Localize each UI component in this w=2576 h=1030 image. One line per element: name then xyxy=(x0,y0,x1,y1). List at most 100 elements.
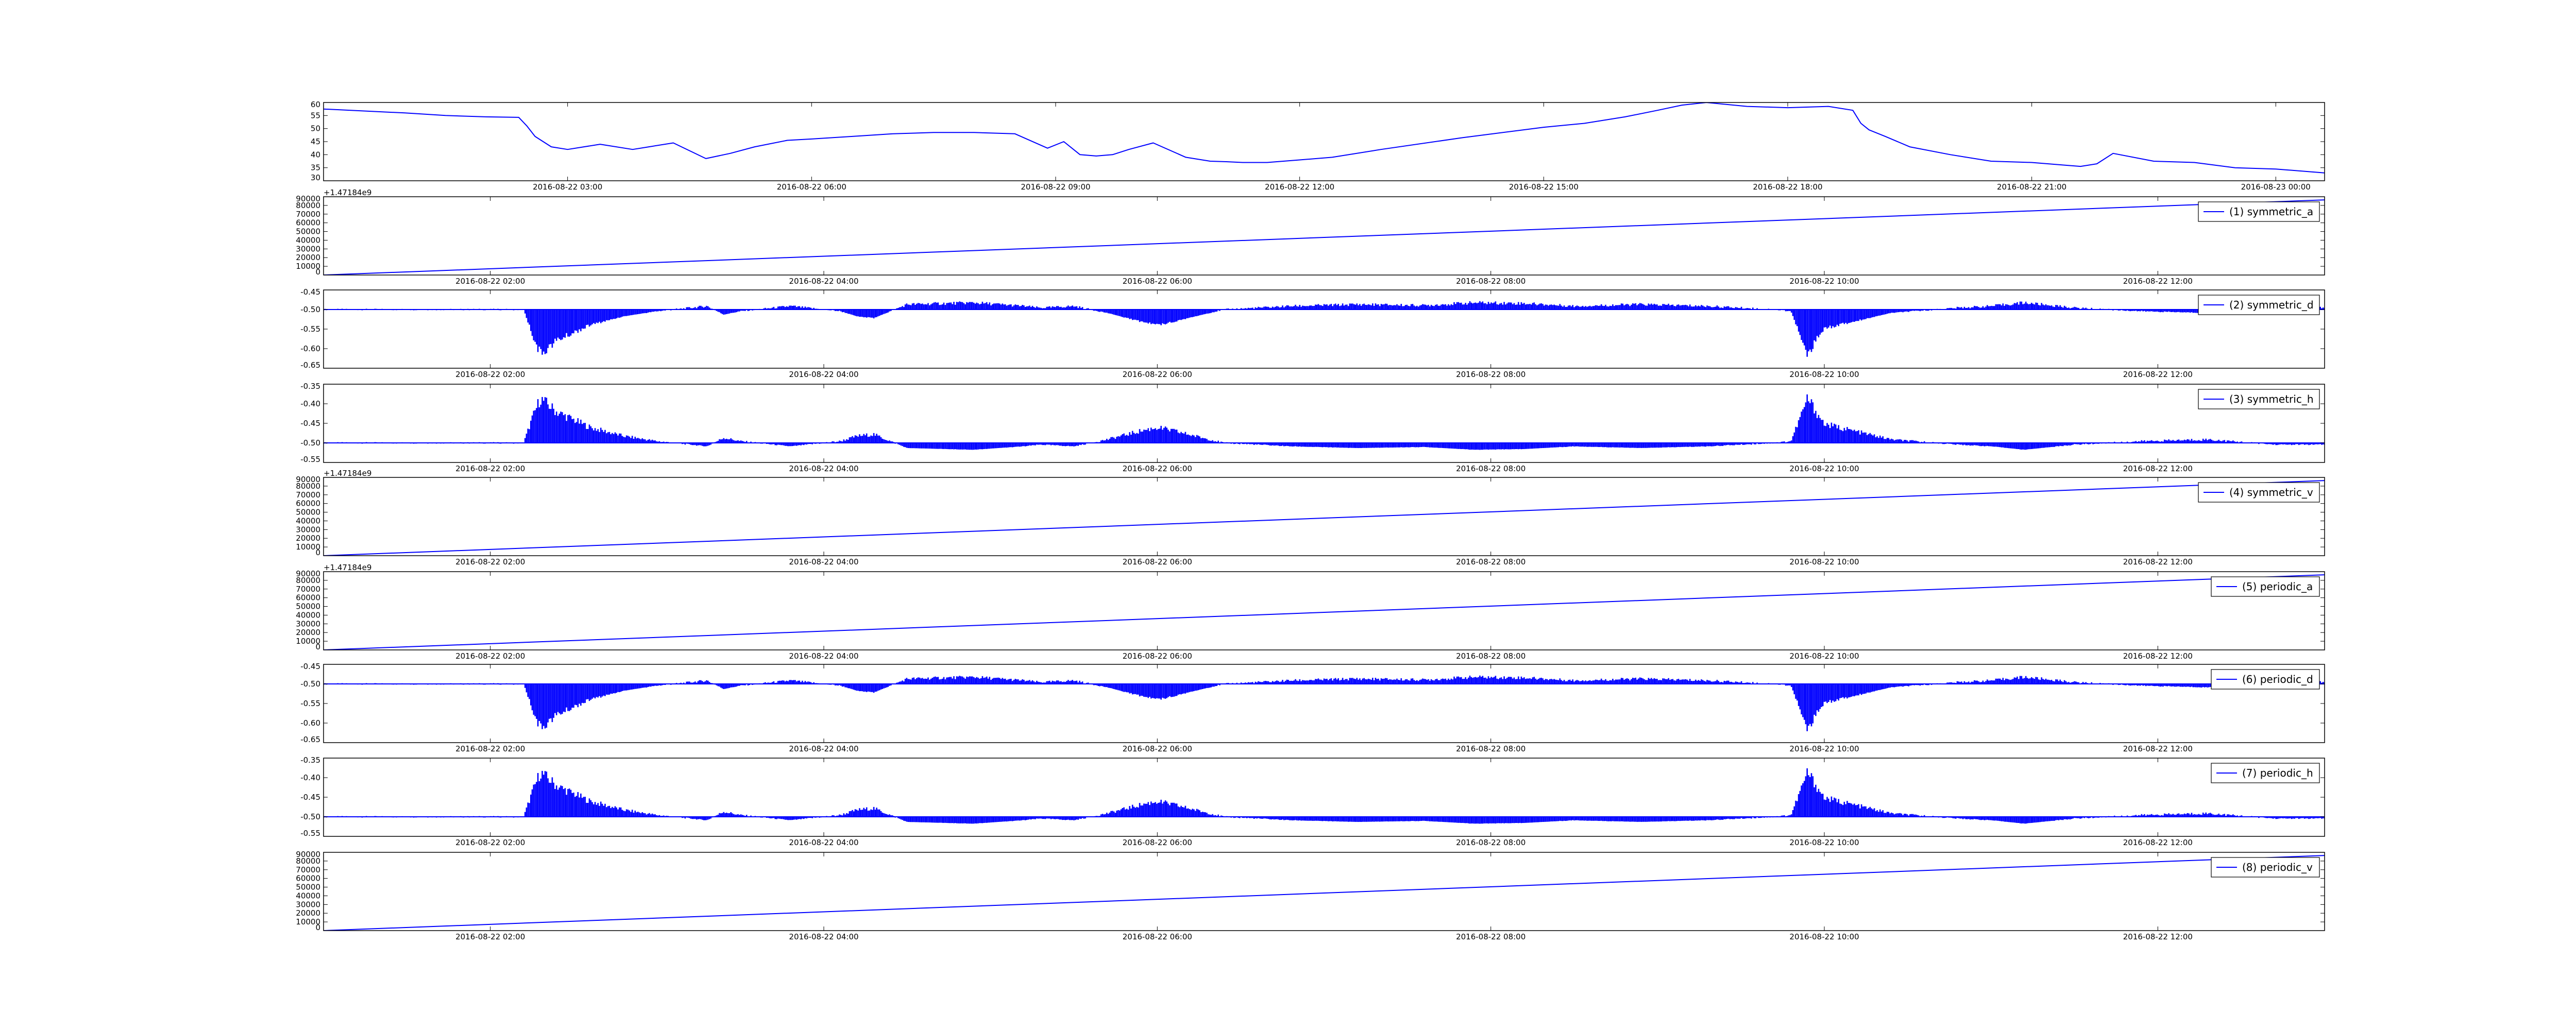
ytick-label-5-9: 90000 xyxy=(296,569,320,578)
ytick-label-4-6: 60000 xyxy=(296,499,320,508)
ytick-label-3-1: -0.50 xyxy=(300,438,320,448)
legend-7: (7) periodic_h xyxy=(2211,763,2320,783)
ytick-label-5-6: 60000 xyxy=(296,593,320,603)
ytick-label-6-0: -0.65 xyxy=(300,735,320,744)
ytick-label-8-7: 70000 xyxy=(296,865,320,874)
legend-label-5: (5) periodic_a xyxy=(2242,580,2313,593)
ytick-label-7-1: -0.50 xyxy=(300,812,320,821)
ytick-label-1-8: 80000 xyxy=(296,201,320,210)
ytick-label-4-9: 90000 xyxy=(296,475,320,484)
ytick-label-0-5: 55 xyxy=(311,111,320,120)
legend-label-6: (6) periodic_d xyxy=(2242,673,2313,685)
ytick-label-7-0: -0.55 xyxy=(300,829,320,838)
xtick-label-7-5: 2016-08-22 12:00 xyxy=(2123,838,2193,847)
xtick-label-6-1: 2016-08-22 04:00 xyxy=(789,744,858,753)
xtick-label-2-4: 2016-08-22 10:00 xyxy=(1789,370,1859,379)
xtick-label-5-2: 2016-08-22 06:00 xyxy=(1123,651,1192,661)
xtick-label-0-4: 2016-08-22 15:00 xyxy=(1509,182,1579,192)
ytick-label-4-1: 10000 xyxy=(296,542,320,552)
ytick-label-5-0: 0 xyxy=(315,642,320,651)
legend-6: (6) periodic_d xyxy=(2211,669,2320,690)
panel-4: 0100002000030000400005000060000700008000… xyxy=(296,469,2325,566)
panel-3: -0.55 -0.50 -0.45 -0.40 -0.35 2016-08-22 02:0… xyxy=(300,382,2325,473)
panel-6: -0.65 -0.60 -0.55 -0.50 -0.45 2016-08-22 02:0… xyxy=(300,662,2325,753)
ytick-label-4-2: 20000 xyxy=(296,534,320,543)
legend-label-8: (8) periodic_v xyxy=(2242,861,2313,873)
xtick-label-5-4: 2016-08-22 10:00 xyxy=(1789,651,1859,661)
ytick-label-1-1: 10000 xyxy=(296,262,320,271)
xtick-label-7-4: 2016-08-22 10:00 xyxy=(1789,838,1859,847)
xtick-label-8-5: 2016-08-22 12:00 xyxy=(2123,932,2193,941)
xtick-label-1-1: 2016-08-22 04:00 xyxy=(789,277,858,286)
ytick-label-1-5: 50000 xyxy=(296,227,320,236)
offset-label-5: +1.47184e9 xyxy=(324,563,371,572)
xtick-label-6-3: 2016-08-22 08:00 xyxy=(1456,744,1526,753)
xtick-label-1-5: 2016-08-22 12:00 xyxy=(2123,277,2193,286)
axes-frame-8 xyxy=(323,852,2325,931)
xtick-label-0-3: 2016-08-22 12:00 xyxy=(1265,182,1334,192)
ytick-label-4-5: 50000 xyxy=(296,508,320,517)
ytick-label-2-2: -0.55 xyxy=(300,324,320,334)
xtick-label-8-4: 2016-08-22 10:00 xyxy=(1789,932,1859,941)
ytick-label-0-3: 45 xyxy=(311,137,320,146)
xtick-label-2-1: 2016-08-22 04:00 xyxy=(789,370,858,379)
xtick-label-1-3: 2016-08-22 08:00 xyxy=(1456,277,1526,286)
plot-area-1 xyxy=(324,199,2325,275)
ytick-label-0-4: 50 xyxy=(311,124,320,133)
xtick-label-0-6: 2016-08-22 21:00 xyxy=(1997,182,2066,192)
ytick-label-3-3: -0.40 xyxy=(300,399,320,408)
xtick-label-4-1: 2016-08-22 04:00 xyxy=(789,557,858,566)
ytick-label-0-1: 35 xyxy=(311,163,320,173)
legend-8: (8) periodic_v xyxy=(2211,857,2320,878)
ytick-label-1-4: 40000 xyxy=(296,235,320,245)
xtick-label-5-5: 2016-08-22 12:00 xyxy=(2123,651,2193,661)
xtick-label-1-4: 2016-08-22 10:00 xyxy=(1789,277,1859,286)
ytick-label-5-4: 40000 xyxy=(296,610,320,620)
axes-frame-5 xyxy=(323,571,2325,650)
legend-label-7: (7) periodic_h xyxy=(2242,767,2313,779)
xtick-label-3-1: 2016-08-22 04:00 xyxy=(789,464,858,473)
legend-3: (3) symmetric_h xyxy=(2198,389,2320,409)
ytick-label-1-6: 60000 xyxy=(296,218,320,228)
plot-area-6 xyxy=(324,675,2325,731)
xtick-label-5-3: 2016-08-22 08:00 xyxy=(1456,651,1526,661)
xtick-label-1-0: 2016-08-22 02:00 xyxy=(455,277,525,286)
ytick-label-2-3: -0.50 xyxy=(300,305,320,314)
xtick-label-0-2: 2016-08-22 09:00 xyxy=(1021,182,1090,192)
plot-area-0 xyxy=(324,102,2325,174)
legend-2: (2) symmetric_d xyxy=(2198,295,2320,315)
xtick-label-5-0: 2016-08-22 02:00 xyxy=(455,651,525,661)
ytick-label-1-9: 90000 xyxy=(296,194,320,203)
ytick-label-7-3: -0.40 xyxy=(300,773,320,782)
axes-frame-7 xyxy=(323,758,2325,837)
xtick-label-6-4: 2016-08-22 10:00 xyxy=(1789,744,1859,753)
offset-label-1: +1.47184e9 xyxy=(324,188,371,197)
axes-frame-0 xyxy=(323,102,2325,181)
xtick-label-8-3: 2016-08-22 08:00 xyxy=(1456,932,1526,941)
ytick-label-8-8: 80000 xyxy=(296,856,320,866)
xtick-label-4-5: 2016-08-22 12:00 xyxy=(2123,557,2193,566)
panel-1: 0100002000030000400005000060000700008000… xyxy=(296,188,2325,286)
xtick-label-7-3: 2016-08-22 08:00 xyxy=(1456,838,1526,847)
ytick-label-8-4: 40000 xyxy=(296,891,320,900)
ytick-label-8-9: 90000 xyxy=(296,850,320,859)
series-line-0-0 xyxy=(324,102,2325,174)
panel-5: 0100002000030000400005000060000700008000… xyxy=(296,563,2325,661)
plot-area-2 xyxy=(324,301,2325,357)
xtick-label-0-7: 2016-08-23 00:00 xyxy=(2241,182,2311,192)
ytick-label-6-1: -0.60 xyxy=(300,718,320,728)
ytick-label-3-4: -0.35 xyxy=(300,382,320,391)
xtick-label-4-3: 2016-08-22 08:00 xyxy=(1456,557,1526,566)
ytick-label-0-0: 30 xyxy=(311,173,320,182)
xtick-label-6-2: 2016-08-22 06:00 xyxy=(1123,744,1192,753)
legend-label-1: (1) symmetric_a xyxy=(2229,205,2313,218)
xtick-label-2-0: 2016-08-22 02:00 xyxy=(455,370,525,379)
ytick-label-8-0: 0 xyxy=(315,923,320,932)
axes-frame-2 xyxy=(323,289,2325,369)
ytick-label-5-8: 80000 xyxy=(296,576,320,585)
axes-frame-3 xyxy=(323,384,2325,463)
xtick-label-2-2: 2016-08-22 06:00 xyxy=(1123,370,1192,379)
axes-frame-6 xyxy=(323,664,2325,743)
legend-5: (5) periodic_a xyxy=(2211,576,2320,597)
